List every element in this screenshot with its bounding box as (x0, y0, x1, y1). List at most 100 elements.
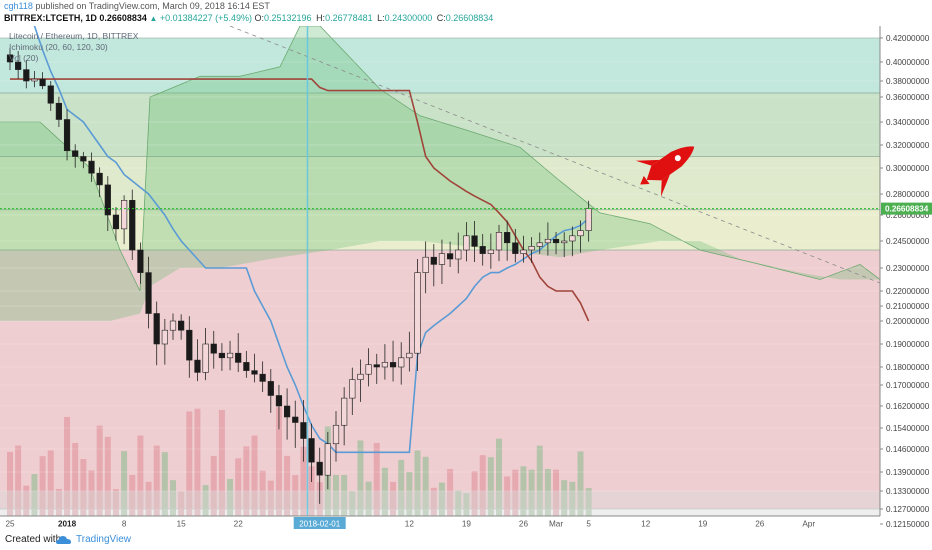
fib-zones (0, 37, 880, 510)
volume-bar (333, 474, 339, 516)
price-tick-label: 0.21000000 (886, 302, 930, 311)
volume-bar (544, 468, 551, 516)
candle-body (267, 381, 274, 396)
candle-body (422, 256, 429, 273)
candle-body (202, 343, 209, 373)
volume-bar (504, 476, 511, 516)
volume-bars (0, 407, 880, 516)
volume-bar (121, 451, 128, 516)
volume-bar (227, 478, 234, 516)
volume-bar (23, 485, 30, 516)
candle-body (561, 240, 568, 244)
candle-body (210, 343, 217, 354)
price-chart[interactable]: 0.42000000 0.40000000 0.38000000 0.36000000… (0, 26, 932, 530)
volume-bar (96, 425, 103, 516)
last-price-badge (881, 202, 932, 215)
candle-body (218, 352, 226, 359)
volume-bar (153, 445, 160, 516)
axes: 0.42000000 0.40000000 0.38000000 0.36000000… (0, 26, 932, 530)
candle-body (39, 78, 46, 87)
volume-bar (137, 435, 144, 516)
volume-bar (259, 470, 266, 516)
volume-bar (438, 482, 445, 516)
volume-bar (561, 480, 568, 516)
candle-body (569, 235, 576, 242)
time-tick-label: 19 (462, 520, 472, 529)
candle-body (96, 172, 103, 186)
candle-body (235, 352, 242, 363)
volume-bar (349, 491, 356, 516)
candle-body (316, 461, 323, 476)
volume-bar (194, 408, 201, 516)
price-tick-label: 0.24500000 (886, 237, 930, 246)
candle-body (536, 242, 543, 247)
volume-bar (447, 468, 454, 516)
candle-body (88, 160, 95, 174)
candle-body (512, 242, 519, 254)
candle-body (308, 438, 315, 463)
volume-bar (569, 481, 576, 516)
volume-bar (430, 487, 437, 516)
volume-bar (104, 436, 111, 516)
fib-band (0, 38, 880, 93)
time-tick-label: 26 (755, 520, 765, 529)
candle-body (300, 422, 307, 439)
tradingview-brand[interactable]: TradingView (76, 534, 132, 545)
volume-bar (72, 442, 79, 516)
volume-bar (308, 466, 315, 516)
volume-bar (365, 481, 372, 516)
price-tick-label: 0.19000000 (886, 340, 930, 349)
legend-volume[interactable]: Vol (20) (9, 53, 38, 63)
volume-bar (373, 442, 380, 516)
volume-bar (15, 445, 22, 516)
price-tick-label: 0.40000000 (886, 58, 930, 67)
volume-bar (170, 480, 176, 516)
tradingview-logo[interactable]: TradingView (56, 532, 146, 548)
high-value: 0.26778481 (325, 13, 373, 23)
volume-bar (210, 456, 217, 516)
volume-bar (145, 481, 152, 516)
candle-body (528, 246, 535, 251)
candle-body (341, 397, 348, 426)
price-tick-label: 0.22000000 (886, 287, 930, 296)
time-tick-label: Mar (549, 520, 563, 529)
price-tick-label: 0.15400000 (886, 424, 930, 433)
volume-bar (471, 471, 478, 516)
volume-bar (55, 488, 62, 516)
candle-body (398, 357, 405, 368)
close-value: 0.26608834 (445, 13, 494, 23)
time-tick-label: 8 (122, 520, 127, 529)
volume-bar (31, 474, 38, 516)
candle-body (292, 416, 299, 423)
price-tick-label: 0.23000000 (886, 264, 930, 273)
price-tick-label: 0.20000000 (886, 317, 930, 326)
candle-body (72, 150, 79, 157)
time-tick-label: 2018 (58, 520, 77, 529)
candle-body (463, 235, 470, 251)
price-tick-label: 0.38000000 (886, 77, 930, 86)
legend-title: Litecoin / Ethereum, 1D, BITTREX (9, 31, 139, 41)
footer: Created with TradingView (0, 530, 932, 550)
candle-body (137, 249, 144, 273)
legend: Litecoin / Ethereum, 1D, BITTREX Ichimok… (9, 31, 139, 63)
crosshair-date-label: 2018-02-01 (299, 520, 340, 529)
candle-body (129, 200, 136, 251)
volume-bar (341, 474, 348, 516)
volume-bar (585, 488, 592, 516)
cloud-icon (56, 536, 71, 544)
author-link[interactable]: cgh118 (4, 1, 33, 11)
volume-bar (178, 491, 185, 516)
candle-body (332, 424, 340, 445)
legend-ichimoku[interactable]: Ichimoku (20, 60, 120, 30) (9, 42, 108, 52)
candle-body (414, 272, 421, 354)
time-tick-label: 25 (5, 520, 15, 529)
volume-bar (161, 452, 168, 516)
header-bar: cgh118 published on TradingView.com, Mar… (0, 0, 932, 26)
price-tick-label: 0.13900000 (886, 468, 930, 477)
price-tick-label: 0.36000000 (886, 93, 930, 102)
price-tick-label: 0.14600000 (886, 445, 930, 454)
volume-bar (39, 456, 46, 516)
price-tick-label: 0.17000000 (886, 381, 930, 390)
candle-body (226, 352, 234, 359)
up-arrow-icon: ▲ (149, 14, 158, 23)
